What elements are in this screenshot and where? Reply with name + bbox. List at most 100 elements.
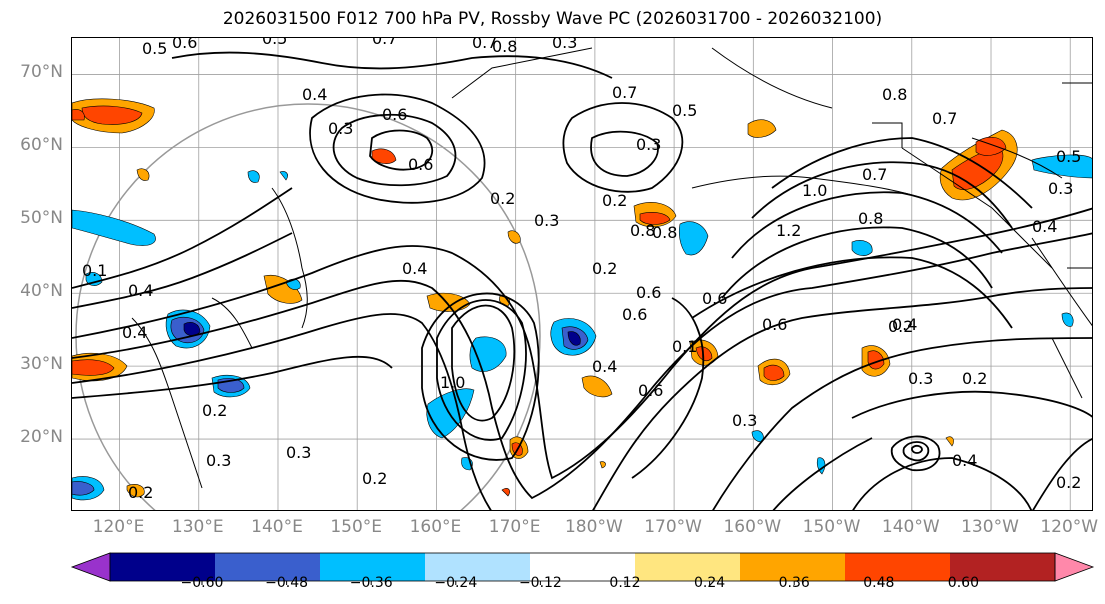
contour-label: 0.5 [672,101,697,120]
contour-label: 0.4 [592,357,617,376]
contour-label: 0.3 [636,135,661,154]
map-title: 2026031500 F012 700 hPa PV, Rossby Wave … [222,9,883,29]
colorbar-segment [530,553,635,581]
longitude-label: 150°W [802,517,861,537]
colorbar-outline [109,552,1056,582]
longitude-label: 130°W [961,517,1019,537]
colorbar-segment [740,553,845,581]
contour-label: 1.2 [776,221,801,240]
colorbar-segment [215,553,320,581]
contour-label: 0.2 [202,401,227,420]
latitude-label: 60°N [20,135,63,156]
colorbar-tick-label: 0.24 [694,575,726,591]
positive-anomaly-shading [72,98,1018,498]
longitude-label: 170°E [488,517,541,537]
contour-label: 1.0 [802,181,827,200]
longitude-label: 140°W [881,517,940,537]
contour-label: 0.2 [128,483,153,502]
contour-label: 0.6 [408,155,433,174]
contour-label: 0.8 [882,85,907,104]
colorbar-tick-label: −0.12 [518,575,562,591]
longitude-label: 130°E [171,517,224,537]
contour-label: 0.4 [1032,217,1057,236]
contour-label: 0.6 [762,315,787,334]
contour-label: 0.3 [908,369,933,388]
contour-label: 0.1 [672,337,697,356]
contour-label: 0.7 [862,165,887,184]
contour-label: 0.1 [82,261,107,280]
contour-label: 0.6 [702,289,727,308]
contour-label: 0.8 [630,221,655,240]
contour-label: 0.8 [492,38,517,56]
longitude-label: 120°W [1040,517,1099,537]
contour-label: 0.2 [362,469,387,488]
contour-label: 0.4 [122,323,147,342]
latitude-label: 20°N [20,427,63,448]
contour-label: 0.3 [206,451,231,470]
colorbar-extend-low [70,552,111,582]
contour-label: 0.8 [652,223,677,242]
longitude-label: 150°E [330,517,383,537]
contour-labels: 0.5 0.6 0.5 0.7 0.8 0.30.70.40.30.60.60.70.20… [82,38,1081,502]
contour-label: 0.7 [372,38,397,48]
colorbar-tick-label: 0.60 [947,575,979,591]
contour-label: 0.7 [932,109,957,128]
contour-label: 0.2 [1056,473,1081,492]
colorbar-segment [845,553,950,581]
contour-label: 0.3 [732,411,757,430]
latitude-label: 30°N [20,354,63,375]
longitude-label: 160°W [723,517,782,537]
longitude-label: 180°W [564,517,623,537]
colorbar-tick-label: −0.24 [434,575,478,591]
longitude-label: 140°E [251,517,303,537]
contour-label: 0.2 [592,259,617,278]
longitude-label: 120°E [92,517,145,537]
pv-map: 0.5 0.6 0.5 0.7 0.8 0.30.70.40.30.60.60.70.20… [72,38,1092,510]
contour-label: 0.3 [534,211,559,230]
contour-label: 0.2 [888,317,913,336]
contour-label: 0.6 [172,38,197,52]
colorbar-tick-label: −0.48 [265,575,309,591]
contour-label: 1.0 [440,373,465,392]
contour-label: 0.3 [1048,179,1073,198]
contour-label: 0.4 [302,85,327,104]
contour-label: 0.2 [962,369,987,388]
colorbar-segment [950,553,1055,581]
contour-label: 0.5 [142,39,167,58]
contour-label: 0.5 [1056,147,1081,166]
colorbar [70,552,1095,585]
longitude-label: 160°E [409,517,462,537]
colorbar-segment [425,553,530,581]
latitude-label: 50°N [20,208,63,229]
pv-contours [72,51,1092,510]
colorbar-segment [635,553,740,581]
negative-anomaly-shading [72,154,1092,501]
contour-label: 0.4 [402,259,427,278]
map-panel: 0.5 0.6 0.5 0.7 0.8 0.3 0.7 0.4 0.3 0.6 0.6 0.7 0.2 0… [71,37,1093,511]
contour-label: 0.6 [622,305,647,324]
colorbar-tick-label: 0.36 [778,575,810,591]
contour-label: 0.2 [490,189,515,208]
contour-label: 0.3 [286,443,311,462]
latitude-label: 70°N [20,62,63,83]
contour-label: 0.6 [636,283,661,302]
contour-label: 0.5 [262,38,287,48]
colorbar-tick-label: −0.36 [349,575,393,591]
contour-label: 0.6 [638,381,663,400]
contour-label: 0.3 [552,38,577,52]
latitude-label: 40°N [20,281,63,302]
contour-label: 0.4 [892,315,917,334]
highlight-circle [75,103,541,510]
contour-label: 0.6 [382,105,407,124]
contour-label: 0.7 [612,83,637,102]
colorbar-tick-label: 0.12 [609,575,641,591]
colorbar-tick-label: 0.48 [863,575,895,591]
colorbar-segment [320,553,425,581]
colorbar-segment [110,553,215,581]
longitude-label: 170°W [644,517,702,537]
contour-label: 0.2 [602,191,627,210]
colorbar-tick-label: −0.60 [180,575,224,591]
coastlines [131,47,1092,489]
contour-label: 0.3 [328,119,353,138]
contour-label: 0.4 [128,281,153,300]
